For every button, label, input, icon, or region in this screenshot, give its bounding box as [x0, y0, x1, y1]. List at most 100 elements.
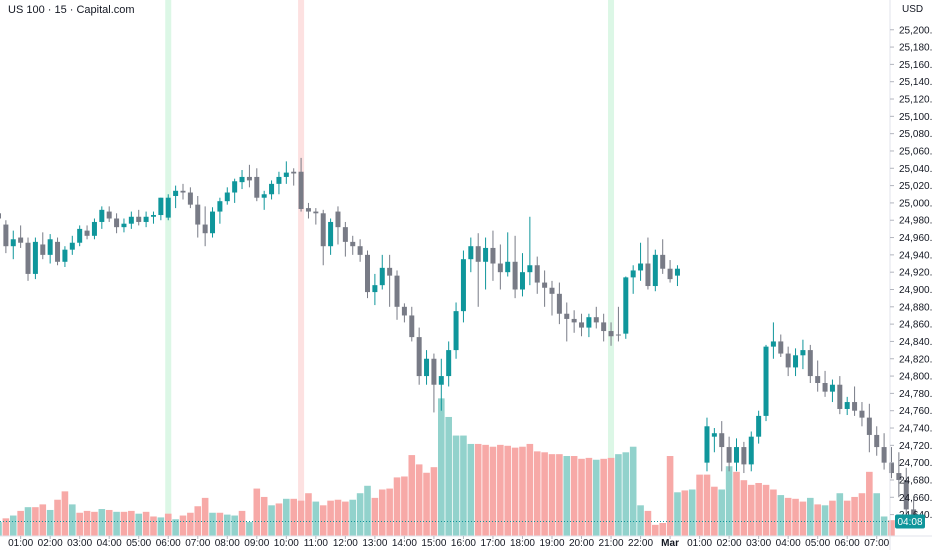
- currency-label: USD: [902, 4, 924, 15]
- candle: [660, 239, 666, 274]
- price-tick-label: 24,980.0: [899, 216, 932, 227]
- candle: [793, 348, 799, 377]
- candle-body: [10, 239, 16, 247]
- volume-bar: [644, 510, 652, 536]
- volume-bar: [578, 458, 585, 536]
- candle: [844, 396, 850, 416]
- candle: [815, 360, 821, 392]
- time-tick-label: 04:00: [776, 538, 801, 549]
- time-tick-label: 19:00: [539, 538, 564, 549]
- candle: [261, 190, 267, 210]
- volume-bar: [179, 515, 187, 536]
- price-axis[interactable]: 24,640.024,660.024,680.024,700.024,720.0…: [890, 25, 932, 521]
- candle: [615, 306, 621, 342]
- candle-body: [69, 242, 75, 250]
- volume-bar: [246, 522, 253, 536]
- volume-bar: [637, 505, 644, 536]
- candle: [254, 168, 260, 202]
- volume-bar: [415, 464, 423, 536]
- candle-body: [18, 237, 24, 243]
- candle: [438, 358, 444, 411]
- volume-bar: [24, 507, 32, 536]
- volume-bar: [497, 444, 504, 536]
- volume-bar: [747, 484, 755, 536]
- volume-bar: [519, 446, 526, 536]
- volume-bar: [762, 484, 770, 536]
- time-tick-label: 20:00: [569, 538, 594, 549]
- time-axis[interactable]: 01:00 02:00 03:00 04:00 05:00 06:00 07:00 08:00…: [8, 536, 890, 549]
- price-tick-label: 24,860.0: [899, 320, 932, 331]
- price-tick-label: 24,800.0: [899, 372, 932, 383]
- candle: [667, 260, 673, 283]
- candle-body: [3, 224, 9, 247]
- candle-body: [630, 270, 636, 278]
- time-tick-label: 01:00: [687, 538, 712, 549]
- candle: [128, 211, 134, 229]
- volume-bar: [770, 489, 777, 536]
- candle: [453, 302, 459, 359]
- candle: [601, 313, 607, 342]
- candle-body: [778, 341, 784, 354]
- time-tick-label: 13:00: [362, 538, 387, 549]
- volume-bars: [0, 398, 895, 536]
- volume-bar: [223, 514, 231, 536]
- session-highlight-1: [298, 0, 305, 536]
- candle-body: [77, 228, 83, 243]
- candle-body: [638, 263, 644, 271]
- candle: [121, 218, 127, 233]
- candle: [564, 302, 570, 342]
- volume-bar: [216, 512, 224, 536]
- volume-bar: [260, 496, 268, 536]
- candle-body: [645, 263, 651, 287]
- candle: [638, 242, 644, 281]
- price-tick-label: 25,160.0: [899, 60, 932, 71]
- candle: [224, 187, 230, 205]
- volume-bar: [297, 500, 305, 536]
- candle: [778, 334, 784, 358]
- time-tick-label: 06:00: [835, 538, 860, 549]
- candle: [379, 254, 385, 290]
- candle-body: [785, 353, 791, 368]
- time-tick-label: Mar: [661, 538, 679, 549]
- volume-bar: [489, 446, 497, 536]
- volume-bar: [327, 500, 334, 536]
- volume-bar: [592, 459, 600, 536]
- volume-bar: [334, 499, 342, 536]
- volume-bar: [681, 490, 689, 536]
- time-tick-label: 04:00: [97, 538, 122, 549]
- candle: [328, 218, 334, 255]
- volume-bar: [725, 466, 733, 536]
- volume-bar: [209, 512, 216, 536]
- candle: [866, 403, 872, 453]
- price-tick-label: 24,900.0: [899, 285, 932, 296]
- volume-bar: [511, 447, 519, 536]
- candle: [173, 185, 179, 209]
- candle-body: [674, 268, 680, 276]
- candle: [704, 417, 710, 472]
- candle: [475, 233, 481, 307]
- volume-bar: [836, 493, 844, 536]
- candle-body: [335, 211, 341, 228]
- candle: [150, 211, 156, 224]
- candle: [320, 209, 326, 266]
- candle: [424, 350, 430, 385]
- candle-body: [579, 322, 585, 328]
- symbol-title[interactable]: US 100 · 15 · Capital.com: [6, 4, 137, 16]
- candle-body: [401, 306, 407, 316]
- volume-bar: [526, 443, 534, 536]
- volume-bar: [319, 505, 327, 536]
- volume-bar: [851, 496, 858, 536]
- volume-bar: [408, 455, 416, 536]
- time-tick-label: 09:00: [244, 538, 269, 549]
- volume-bar: [873, 493, 881, 536]
- price-tick-label: 25,100.0: [899, 112, 932, 123]
- price-tick-label: 24,840.0: [899, 337, 932, 348]
- candle-body: [837, 384, 843, 409]
- candle: [365, 250, 370, 299]
- volume-bar: [283, 498, 290, 536]
- candle-body: [807, 350, 813, 377]
- volume-bar: [629, 446, 637, 536]
- price-tick-label: 24,680.0: [899, 475, 932, 486]
